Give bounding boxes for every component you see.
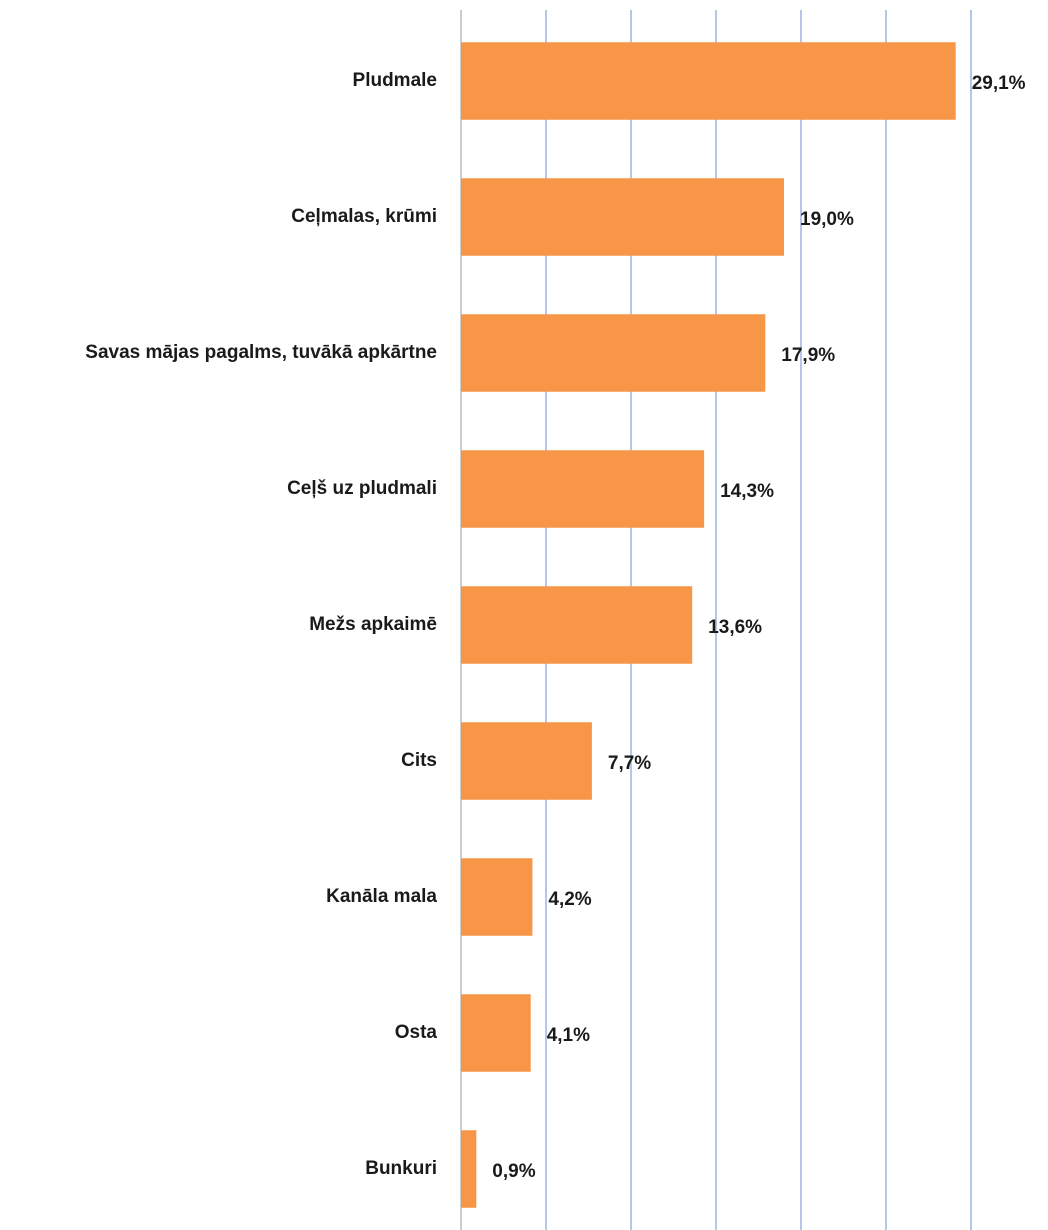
value-label: 13,6%: [708, 617, 762, 638]
bar: [461, 178, 784, 256]
bar: [461, 42, 956, 120]
bar: [461, 586, 693, 664]
bar: [461, 450, 705, 528]
value-label: 4,2%: [548, 889, 591, 910]
category-label: Ceļš uz pludmali: [287, 478, 437, 499]
category-label: Ceļmalas, krūmi: [291, 206, 437, 227]
category-label: Mežs apkaimē: [309, 614, 437, 635]
bar: [461, 1130, 477, 1208]
category-label: Cits: [401, 750, 437, 771]
value-label: 19,0%: [800, 209, 854, 230]
category-label: Osta: [395, 1022, 438, 1043]
bar: [461, 994, 531, 1072]
value-label: 17,9%: [781, 345, 835, 366]
bar: [461, 314, 766, 392]
bar: [461, 858, 533, 936]
category-label: Bunkuri: [365, 1158, 437, 1179]
value-label: 0,9%: [492, 1161, 535, 1182]
value-label: 29,1%: [972, 73, 1026, 94]
value-label: 4,1%: [547, 1025, 590, 1046]
bar: [461, 722, 592, 800]
category-label: Kanāla mala: [326, 886, 437, 907]
value-label: 7,7%: [608, 753, 651, 774]
value-label: 14,3%: [720, 481, 774, 502]
category-label: Savas mājas pagalms, tuvākā apkārtne: [85, 342, 437, 363]
category-label: Pludmale: [353, 70, 437, 91]
